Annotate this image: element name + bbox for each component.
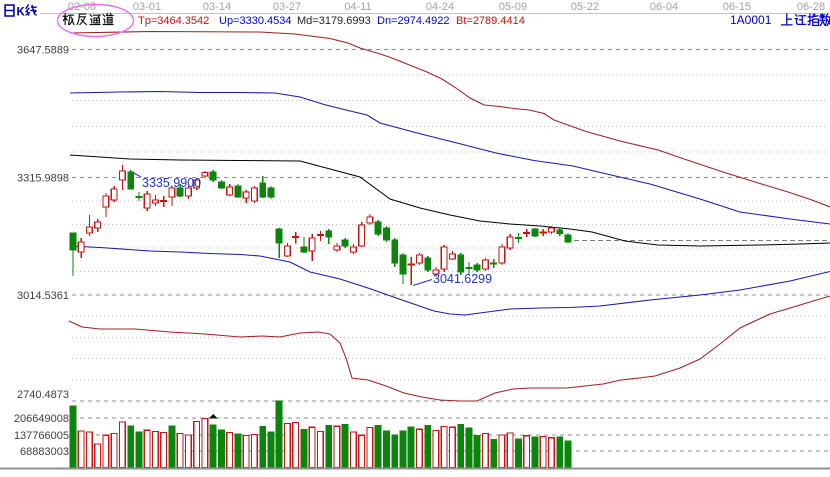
svg-text:3315.9898: 3315.9898 bbox=[17, 173, 69, 185]
svg-text:06-28: 06-28 bbox=[797, 1, 825, 13]
svg-text:03-27: 03-27 bbox=[273, 1, 301, 13]
svg-text:02-08: 02-08 bbox=[68, 1, 96, 13]
svg-text:Up=3330.4534: Up=3330.4534 bbox=[219, 15, 291, 27]
svg-text:03-14: 03-14 bbox=[203, 1, 231, 13]
svg-text:3041.6299: 3041.6299 bbox=[433, 272, 492, 286]
svg-text:06-04: 06-04 bbox=[650, 1, 678, 13]
svg-text:03-01: 03-01 bbox=[133, 1, 161, 13]
svg-text:06-15: 06-15 bbox=[723, 1, 751, 13]
svg-text:04-24: 04-24 bbox=[426, 1, 454, 13]
svg-text:1A0001: 1A0001 bbox=[730, 13, 772, 27]
svg-text:Dn=2974.4922: Dn=2974.4922 bbox=[377, 15, 449, 27]
svg-text:05-22: 05-22 bbox=[571, 1, 599, 13]
svg-text:K: K bbox=[17, 7, 26, 19]
svg-text:137766005: 137766005 bbox=[14, 430, 69, 442]
svg-text:3647.5889: 3647.5889 bbox=[17, 45, 69, 57]
svg-text:Bt=2789.4414: Bt=2789.4414 bbox=[456, 15, 525, 27]
svg-text:Md=3179.6993: Md=3179.6993 bbox=[297, 15, 371, 27]
svg-text:68883003: 68883003 bbox=[20, 446, 69, 458]
svg-text:2740.4873: 2740.4873 bbox=[17, 389, 69, 401]
svg-text:3335.9900: 3335.9900 bbox=[142, 176, 201, 190]
svg-text:206649008: 206649008 bbox=[14, 413, 69, 425]
svg-text:3014.5361: 3014.5361 bbox=[17, 290, 69, 302]
svg-text:04-11: 04-11 bbox=[344, 1, 371, 13]
svg-text:Tp=3464.3542: Tp=3464.3542 bbox=[138, 15, 209, 27]
svg-text:05-09: 05-09 bbox=[499, 1, 527, 13]
